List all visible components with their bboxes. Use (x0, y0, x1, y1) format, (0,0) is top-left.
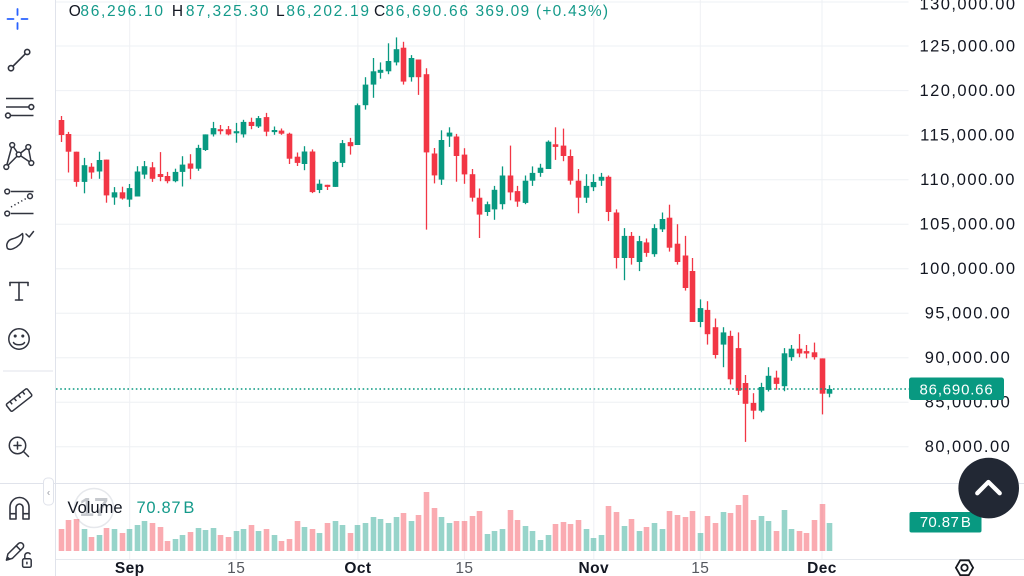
svg-text:105,000.00: 105,000.00 (919, 216, 1016, 234)
svg-text:120,000.00: 120,000.00 (919, 82, 1016, 100)
svg-text:95,000.00: 95,000.00 (925, 305, 1011, 323)
svg-text:17: 17 (80, 492, 109, 522)
svg-text:Oct: Oct (344, 560, 371, 576)
svg-text:125,000.00: 125,000.00 (919, 38, 1016, 56)
svg-text:C: C (374, 3, 385, 20)
svg-text:15: 15 (227, 560, 245, 576)
svg-text:Volume: Volume (68, 499, 123, 517)
svg-text:O: O (69, 3, 81, 20)
svg-text:115,000.00: 115,000.00 (920, 127, 1016, 145)
svg-text:100,000.00: 100,000.00 (919, 260, 1016, 278)
svg-text:‹: ‹ (47, 488, 50, 499)
svg-text:86,690.66: 86,690.66 (385, 3, 469, 20)
svg-text:80,000.00: 80,000.00 (925, 438, 1011, 456)
svg-text:H: H (172, 3, 183, 20)
svg-text:130,000.00: 130,000.00 (919, 0, 1016, 14)
svg-text:70.87 B: 70.87 B (137, 499, 196, 517)
svg-text:110,000.00: 110,000.00 (920, 171, 1016, 189)
svg-text:86,296.10: 86,296.10 (80, 3, 164, 20)
svg-text:90,000.00: 90,000.00 (925, 349, 1011, 367)
svg-text:87,325.30: 87,325.30 (186, 3, 270, 20)
svg-text:15: 15 (455, 560, 473, 576)
svg-text:86,690.66: 86,690.66 (920, 382, 994, 399)
svg-text:86,202.19: 86,202.19 (286, 3, 370, 20)
svg-text:369.09 (+0.43%): 369.09 (+0.43%) (476, 3, 610, 20)
svg-text:Dec: Dec (807, 560, 837, 576)
svg-text:Nov: Nov (579, 560, 609, 576)
svg-text:70.87 B: 70.87 B (920, 514, 972, 531)
svg-text:L: L (276, 3, 285, 20)
svg-text:15: 15 (691, 560, 709, 576)
svg-text:Sep: Sep (115, 560, 145, 576)
